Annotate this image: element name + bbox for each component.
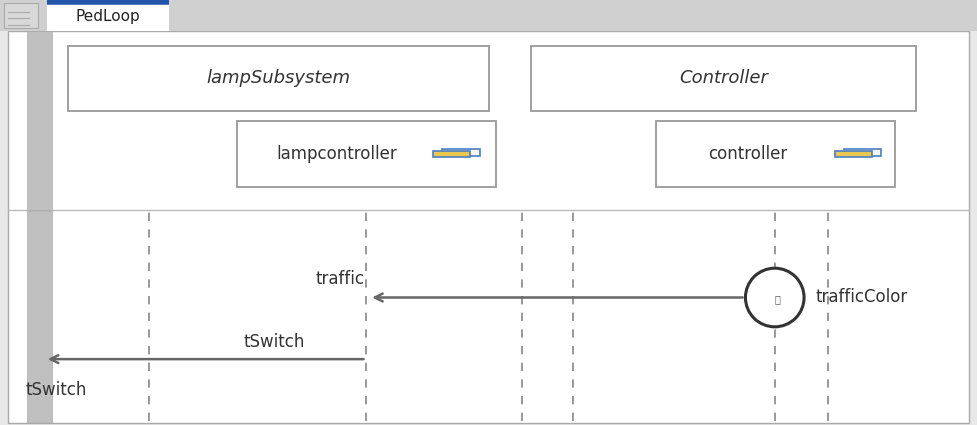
FancyBboxPatch shape [844,149,881,156]
Text: lampcontroller: lampcontroller [276,145,398,163]
FancyBboxPatch shape [68,46,488,110]
FancyBboxPatch shape [531,46,916,110]
FancyBboxPatch shape [834,151,871,157]
Text: controller: controller [708,145,787,163]
Text: lampSubsystem: lampSubsystem [206,69,351,87]
Bar [27,211,52,422]
Text: trafficColor: trafficColor [816,289,908,306]
FancyBboxPatch shape [443,149,480,156]
Ellipse shape [745,268,804,327]
Text: ✋: ✋ [775,295,781,305]
Bar [47,0,169,31]
Bar [27,31,52,210]
FancyBboxPatch shape [656,121,895,187]
FancyBboxPatch shape [433,151,470,157]
Bar [0,0,977,31]
Bar [4,3,38,28]
Text: Controller: Controller [679,69,768,87]
Text: tSwitch: tSwitch [25,381,87,399]
Text: tSwitch: tSwitch [243,334,305,351]
Text: traffic: traffic [316,270,364,288]
FancyBboxPatch shape [237,121,496,187]
Text: PedLoop: PedLoop [75,9,141,24]
